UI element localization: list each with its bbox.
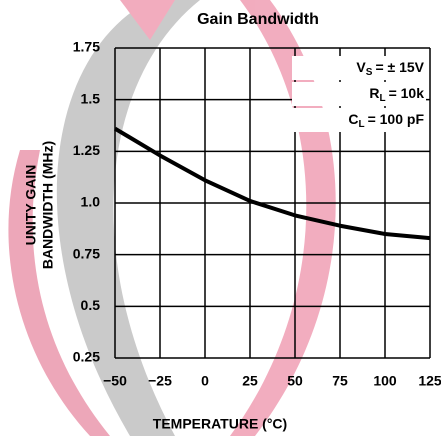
x-tick-label: 125 — [418, 373, 441, 389]
annotation-subscript: L — [379, 93, 385, 104]
annotation-text: = 10k — [389, 85, 425, 101]
annotation-subscript: L — [358, 119, 364, 130]
data-line — [113, 126, 431, 241]
annotation-bg — [292, 108, 426, 132]
x-tick-label: 75 — [332, 373, 348, 389]
x-tick-label: 50 — [287, 373, 303, 389]
annotation-bg — [292, 56, 426, 80]
y-axis-label: UNITY GAIN — [23, 165, 39, 246]
y-tick-label: 1.0 — [81, 194, 101, 210]
y-tick-label: 1.25 — [73, 142, 100, 158]
annotation-text: = ± 15V — [375, 59, 424, 75]
y-tick-label: 0.5 — [81, 297, 101, 313]
chart-title: Gain Bandwidth — [197, 11, 319, 28]
annotation-text: = 100 pF — [368, 111, 425, 127]
annotation: CL = 100 pF — [348, 111, 424, 130]
x-tick-label: 25 — [242, 373, 258, 389]
x-tick-label: −25 — [148, 373, 172, 389]
y-tick-label: 1.5 — [81, 90, 101, 106]
annotation: VS = ± 15V — [356, 59, 424, 78]
annotation-subscript: S — [366, 67, 373, 78]
x-tick-label: −50 — [103, 373, 127, 389]
y-tick-label: 0.25 — [73, 349, 100, 365]
watermark — [8, 0, 336, 436]
x-tick-label: 0 — [201, 373, 209, 389]
annotation-symbol: V — [356, 59, 366, 75]
x-axis-label: TEMPERATURE (°C) — [153, 416, 287, 432]
y-tick-label: 0.75 — [73, 245, 100, 261]
x-tick-label: 100 — [373, 373, 397, 389]
annotation-bg — [292, 82, 426, 106]
y-tick-label: 1.75 — [73, 39, 100, 55]
annotation-symbol: R — [369, 85, 379, 101]
annotation-symbol: C — [348, 111, 358, 127]
annotation: RL = 10k — [369, 85, 424, 104]
y-axis-label: BANDWIDTH (MHz) — [40, 141, 56, 269]
